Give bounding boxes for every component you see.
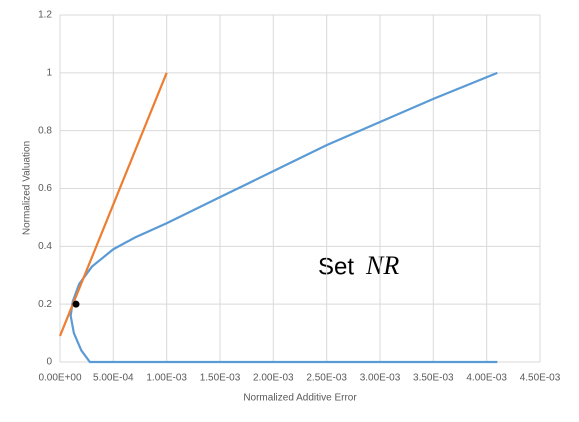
x-tick-label: 4.00E-03 [466, 373, 507, 384]
y-tick-label: 0.6 [38, 183, 52, 194]
x-tick-label: 0.00E+00 [38, 373, 82, 384]
x-tick-label: 2.00E-03 [253, 373, 294, 384]
x-tick-label: 2.50E-03 [306, 373, 347, 384]
data-line [58, 72, 168, 337]
y-tick-label: 0.4 [38, 241, 52, 252]
y-tick-label: 1 [46, 67, 52, 78]
y-axis-title: Normalized Valuation [22, 141, 33, 235]
data-line [69, 71, 498, 364]
annotation: Set [318, 253, 354, 280]
y-tick-label: 1.2 [38, 10, 52, 21]
x-tick-label: 3.50E-03 [413, 373, 454, 384]
x-tick-label: 5.00E-04 [93, 373, 134, 384]
y-tick-label: 0 [46, 357, 52, 368]
y-tick-label: 0.8 [38, 125, 52, 136]
x-tick-label: 3.00E-03 [360, 373, 401, 384]
x-tick-label: 4.50E-03 [520, 373, 561, 384]
data-point [72, 300, 80, 308]
x-axis-title: Normalized Additive Error [243, 393, 357, 404]
x-tick-label: 1.00E-03 [146, 373, 187, 384]
x-tick-label: 1.50E-03 [200, 373, 241, 384]
y-tick-label: 0.2 [38, 299, 52, 310]
annotation-math: NR [365, 251, 399, 280]
